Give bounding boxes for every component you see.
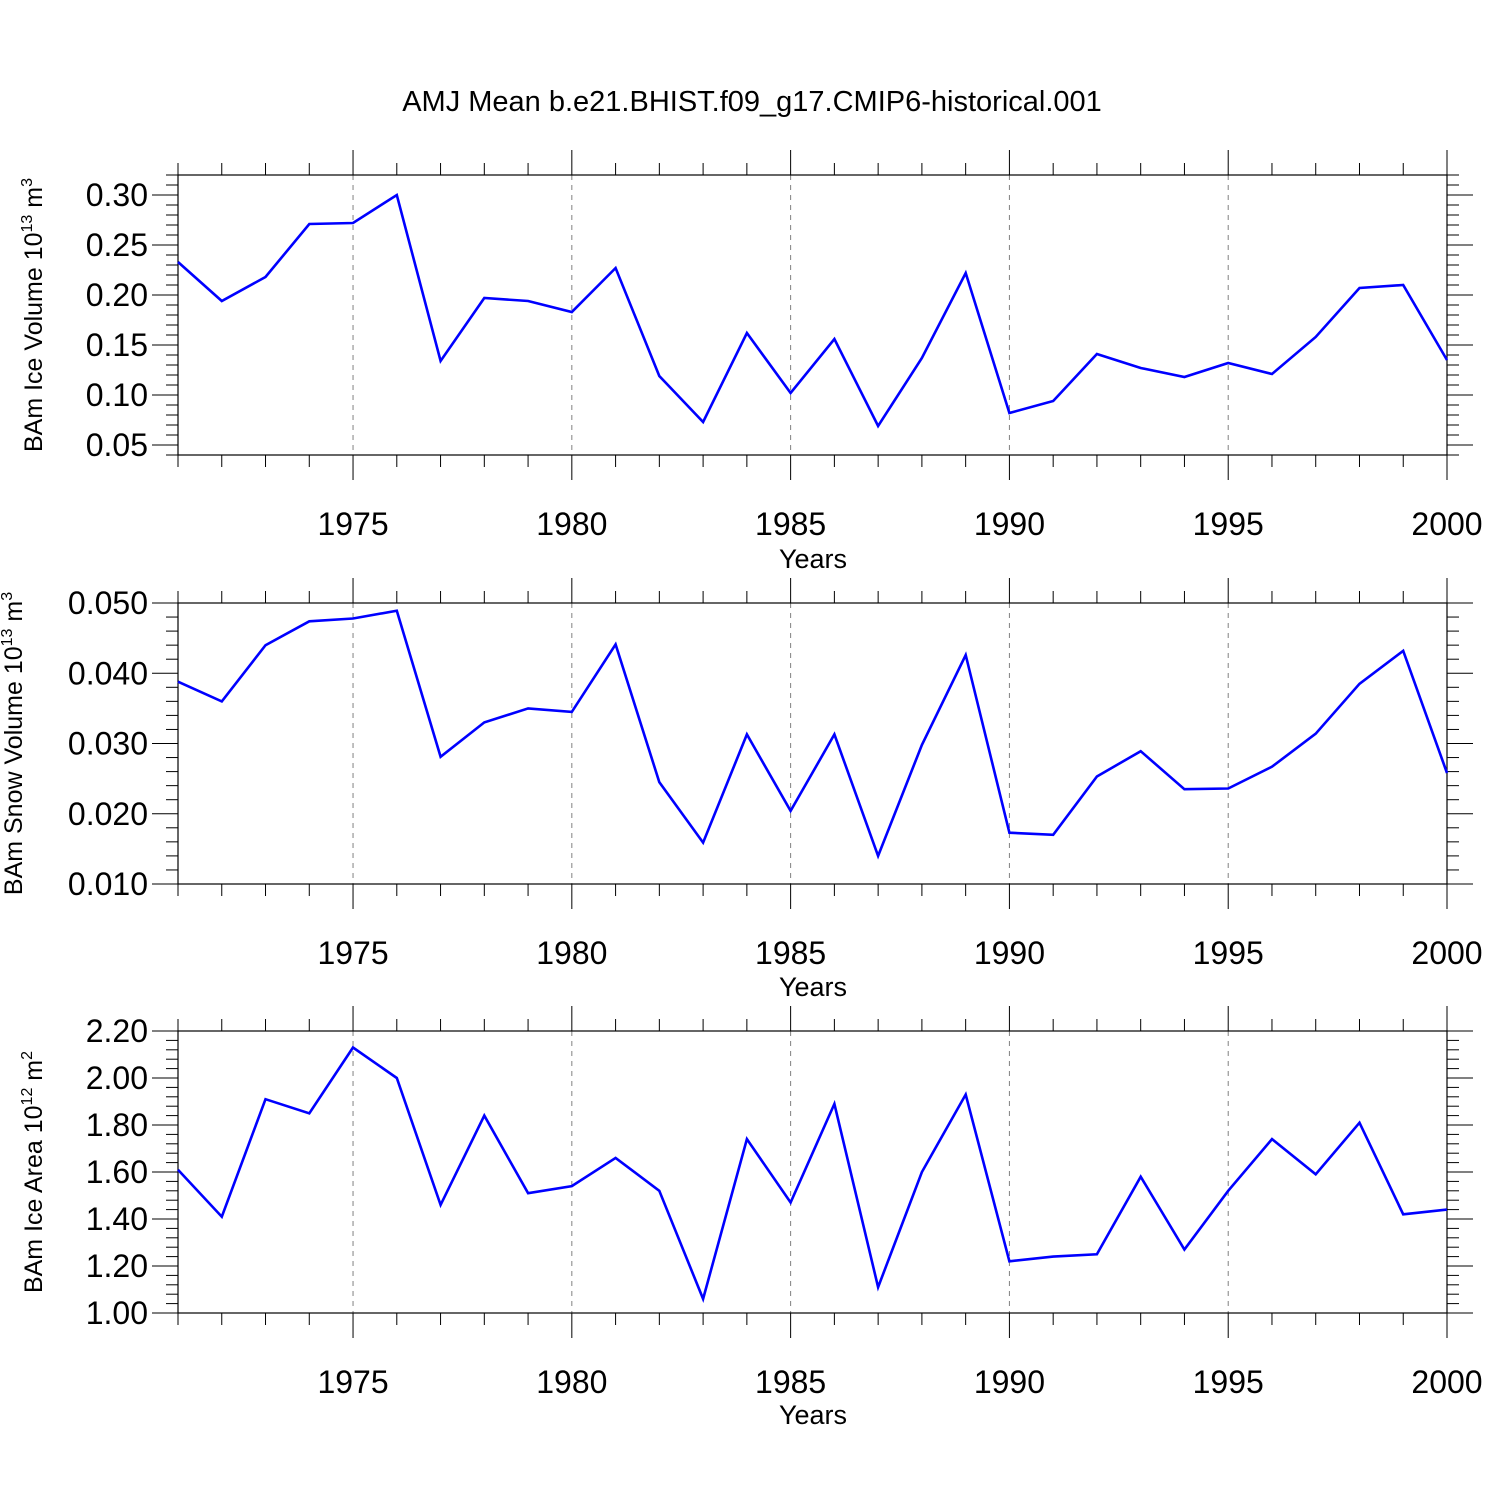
y-tick-label: 1.60 [86, 1154, 148, 1190]
plot-frame [177, 174, 1448, 456]
panel-2: 1975 1980 1985 1990 1995 2000 0.010 0.020 0.030 0… [0, 578, 1483, 1002]
x-axis-label: Years [779, 972, 847, 1002]
x-tick-label: 1995 [1193, 1364, 1264, 1400]
x-tick-label: 1980 [536, 935, 607, 971]
x-tick-label: 1980 [536, 506, 607, 542]
x-tick-label: 1995 [1193, 506, 1264, 542]
y-label-superscript: 13 [19, 215, 36, 233]
y-tick-label: 2.20 [86, 1013, 148, 1049]
y-label-unit: m [20, 1060, 48, 1088]
y-label-main: BAm Ice Area 10 [20, 1105, 48, 1293]
y-axis-label: BAm Ice Area 1012 m2 [19, 1051, 48, 1293]
y-label-unit: m [20, 187, 48, 215]
y-tick-label: 2.00 [86, 1060, 148, 1096]
y-tick-label: 0.05 [86, 427, 148, 463]
x-tick-label: 1995 [1193, 935, 1264, 971]
series-line [177, 192, 1449, 429]
y-tick-label: 0.030 [68, 726, 148, 762]
series-line [177, 609, 1449, 860]
y-tick-label: 0.050 [68, 585, 148, 621]
figure-title: AMJ Mean b.e21.BHIST.f09_g17.CMIP6-histo… [402, 86, 1102, 118]
panels: 1975 1980 1985 1990 1995 2000 0.05 0.10 0.15 0.20… [0, 150, 1483, 1430]
x-tick-label: 1980 [536, 1364, 607, 1400]
y-axis-label: BAm Ice Volume 1013 m3 [19, 178, 48, 452]
y-label-main: BAm Ice Volume 10 [20, 232, 48, 452]
y-label-superscript: 12 [19, 1088, 36, 1106]
y-tick-label: 0.020 [68, 796, 148, 832]
y-tick-label: 1.00 [86, 1295, 148, 1331]
y-tick-label: 1.80 [86, 1107, 148, 1143]
y-axis-label: BAm Snow Volume 1013 m3 [0, 592, 28, 895]
x-tick-label: 1990 [974, 935, 1045, 971]
y-tick-label: 0.10 [86, 377, 148, 413]
x-axis-label: Years [779, 1400, 847, 1430]
x-tick-label: 1985 [755, 1364, 826, 1400]
x-tick-label: 2000 [1411, 935, 1482, 971]
panel-1: 1975 1980 1985 1990 1995 2000 0.05 0.10 0.15 0.20… [19, 150, 1483, 574]
x-tick-label: 2000 [1411, 506, 1482, 542]
y-tick-label: 1.20 [86, 1248, 148, 1284]
x-tick-label: 1985 [755, 506, 826, 542]
x-tick-label: 1975 [317, 1364, 388, 1400]
y-tick-label: 0.15 [86, 327, 148, 363]
y-tick-label: 0.30 [86, 177, 148, 213]
panel-3: 1975 1980 1985 1990 1995 2000 1.00 1.20 1.40 1.60… [19, 1006, 1483, 1430]
y-tick-label: 0.010 [68, 866, 148, 902]
y-label-superscript: 3 [19, 178, 36, 187]
y-label-main: BAm Snow Volume 10 [0, 646, 28, 895]
y-label-unit: m [0, 601, 28, 629]
y-label-superscript: 3 [0, 592, 16, 601]
plot-frame [177, 602, 1448, 885]
y-label-superscript: 2 [19, 1051, 36, 1060]
x-tick-label: 1975 [317, 935, 388, 971]
y-tick-label: 1.40 [86, 1201, 148, 1237]
x-tick-label: 1990 [974, 506, 1045, 542]
x-tick-label: 2000 [1411, 1364, 1482, 1400]
y-tick-label: 0.20 [86, 277, 148, 313]
x-tick-label: 1975 [317, 506, 388, 542]
x-tick-label: 1990 [974, 1364, 1045, 1400]
plot-frame [177, 1030, 1448, 1314]
series-line [177, 1045, 1448, 1303]
x-tick-label: 1985 [755, 935, 826, 971]
x-axis-label: Years [779, 544, 847, 574]
y-tick-label: 0.040 [68, 655, 148, 691]
y-label-superscript: 13 [0, 628, 16, 646]
y-tick-label: 0.25 [86, 227, 148, 263]
